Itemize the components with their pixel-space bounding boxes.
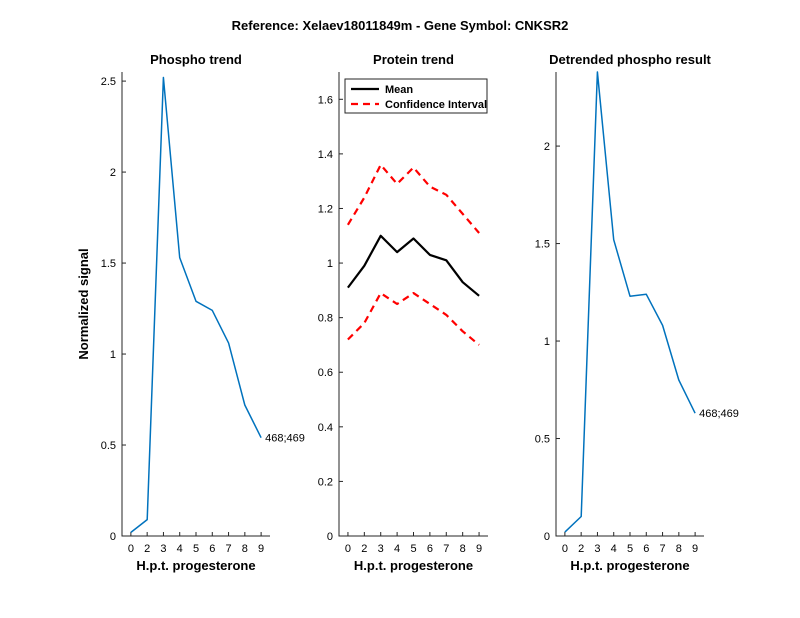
y-tick-label: 1.4: [318, 149, 333, 161]
y-tick-label: 1.6: [318, 94, 333, 106]
y-tick-label: 0.2: [318, 476, 333, 488]
ci-upper-line: [346, 163, 480, 234]
legend-label-ci: Confidence Interval: [385, 99, 487, 111]
panel-title: Protein trend: [373, 52, 454, 67]
y-tick-label: 0: [544, 531, 550, 543]
x-tick-label: 7: [225, 543, 231, 555]
x-tick-label: 0: [128, 543, 134, 555]
x-tick-label: 0: [562, 543, 568, 555]
x-axis-label: H.p.t. progesterone: [136, 558, 255, 573]
x-tick-label: 5: [410, 543, 416, 555]
ci-lower-line: [347, 292, 480, 346]
point-annotation: 468;469: [699, 408, 739, 420]
phospho-line: [564, 71, 696, 533]
y-tick-label: 1: [110, 349, 116, 361]
y-tick-label: 1.5: [101, 258, 116, 270]
x-tick-label: 4: [394, 543, 400, 555]
x-tick-label: 2: [144, 543, 150, 555]
y-tick-label: 1: [327, 258, 333, 270]
x-tick-label: 8: [242, 543, 248, 555]
x-tick-label: 9: [476, 543, 482, 555]
x-tick-label: 2: [361, 543, 367, 555]
axes-frame: [121, 72, 270, 537]
y-axis-label: Normalized signal: [76, 248, 91, 359]
point-annotation: 468;469: [265, 433, 305, 445]
y-tick-label: 0.5: [535, 434, 550, 446]
y-tick-label: 0: [327, 531, 333, 543]
y-tick-label: 0.5: [101, 440, 116, 452]
x-tick-label: 7: [659, 543, 665, 555]
x-tick-label: 5: [193, 543, 199, 555]
y-tick-label: 1.5: [535, 239, 550, 251]
x-tick-label: 3: [160, 543, 166, 555]
y-tick-label: 0: [110, 531, 116, 543]
y-tick-label: 2: [544, 141, 550, 153]
x-tick-label: 3: [594, 543, 600, 555]
mean-line: [347, 234, 480, 297]
x-tick-label: 4: [611, 543, 617, 555]
panel-title: Detrended phospho result: [549, 52, 711, 67]
x-tick-label: 9: [692, 543, 698, 555]
x-axis-label: H.p.t. progesterone: [570, 558, 689, 573]
x-axis-label: H.p.t. progesterone: [354, 558, 473, 573]
legend-box: [344, 78, 488, 114]
x-tick-label: 2: [578, 543, 584, 555]
x-tick-label: 6: [427, 543, 433, 555]
y-tick-label: 2.5: [101, 76, 116, 88]
x-tick-label: 8: [676, 543, 682, 555]
axes-frame: [555, 72, 704, 537]
panel-title: Phospho trend: [150, 52, 242, 67]
y-tick-label: 0.6: [318, 367, 333, 379]
x-tick-label: 4: [177, 543, 183, 555]
y-tick-label: 1: [544, 336, 550, 348]
y-tick-label: 1.2: [318, 203, 333, 215]
y-tick-label: 0.4: [318, 422, 333, 434]
x-tick-label: 8: [460, 543, 466, 555]
axes-frame: [338, 72, 488, 537]
figure-suptitle: Reference: Xelaev18011849m - Gene Symbol…: [232, 18, 569, 33]
x-tick-label: 0: [345, 543, 351, 555]
phospho-line: [130, 76, 262, 533]
x-tick-label: 9: [258, 543, 264, 555]
y-tick-label: 2: [110, 167, 116, 179]
x-tick-label: 5: [627, 543, 633, 555]
x-tick-label: 6: [209, 543, 215, 555]
y-tick-label: 0.8: [318, 313, 333, 325]
x-tick-label: 6: [643, 543, 649, 555]
x-tick-label: 7: [443, 543, 449, 555]
legend-label-mean: Mean: [385, 84, 413, 96]
x-tick-label: 3: [378, 543, 384, 555]
